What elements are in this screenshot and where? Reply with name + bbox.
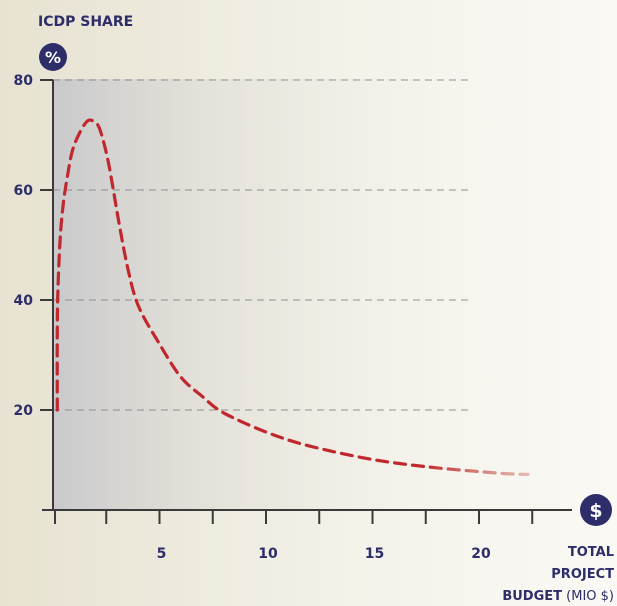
percent-badge: % <box>39 43 67 71</box>
x-axis-label-budget: BUDGET <box>502 589 562 604</box>
percent-badge-circle <box>39 43 67 71</box>
x-axis-label-line-3: BUDGET (MIO $) <box>502 589 614 604</box>
dollar-badge-label: $ <box>589 500 602 522</box>
percent-badge-label: % <box>45 48 61 67</box>
x-tick-label-5: 5 <box>157 546 167 562</box>
x-tick-labels: 5 10 15 20 <box>157 546 491 562</box>
x-axis-label-line-1: TOTAL <box>568 545 614 560</box>
y-tick-labels: 20 40 60 80 <box>14 73 34 419</box>
series-line-0 <box>55 118 530 476</box>
x-tick-label-10: 10 <box>258 546 278 562</box>
x-tick-label-20: 20 <box>471 546 491 562</box>
y-tick-label-20: 20 <box>14 403 34 419</box>
gridlines <box>53 79 470 411</box>
x-tick-label-15: 15 <box>365 546 384 562</box>
x-axis-label-unit: (MIO $) <box>562 589 614 604</box>
dollar-badge-circle <box>580 494 612 526</box>
y-axis-label: ICDP SHARE <box>38 14 133 30</box>
axes <box>42 80 572 511</box>
plot-shade <box>53 79 473 510</box>
x-axis-label-line-2: PROJECT <box>551 567 614 582</box>
y-tick-label-40: 40 <box>14 293 34 309</box>
tick-marks <box>40 79 534 524</box>
y-tick-label-60: 60 <box>14 183 34 199</box>
series <box>55 118 530 476</box>
dollar-badge: $ <box>580 494 612 526</box>
x-axis-label: TOTAL PROJECT BUDGET (MIO $) <box>502 545 614 604</box>
y-tick-label-80: 80 <box>14 73 34 89</box>
